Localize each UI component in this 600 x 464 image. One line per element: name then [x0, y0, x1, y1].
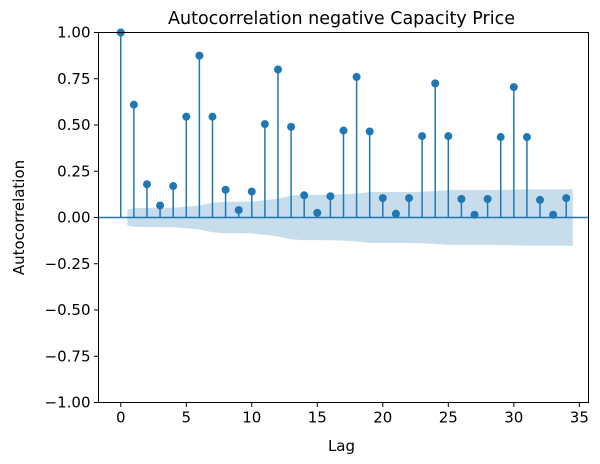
- marker-lag-31: [522, 133, 531, 142]
- marker-lag-7: [208, 112, 217, 121]
- marker-lag-34: [562, 194, 571, 203]
- x-tick-label: 20: [373, 409, 392, 427]
- marker-lag-29: [496, 133, 505, 142]
- y-tick-label: −1.00: [45, 394, 91, 412]
- marker-lag-24: [431, 79, 440, 88]
- y-axis-label: Autocorrelation: [10, 160, 28, 275]
- marker-lag-19: [365, 127, 374, 136]
- marker-lag-21: [391, 209, 400, 218]
- x-tick-label: 30: [504, 409, 523, 427]
- y-tick-label: 0.00: [57, 209, 90, 227]
- x-tick-label: 5: [182, 409, 192, 427]
- x-tick-label: 10: [242, 409, 261, 427]
- x-tick-label: 0: [116, 409, 126, 427]
- marker-lag-8: [221, 185, 230, 194]
- marker-lag-12: [273, 65, 282, 74]
- marker-lag-10: [247, 187, 256, 196]
- y-axis-ticks: −1.00 −0.75 −0.50 −0.25 0.00 0.25 0.50 0.75 1.00: [45, 24, 99, 412]
- y-tick-label: 1.00: [57, 24, 90, 42]
- y-tick-label: −0.25: [45, 255, 91, 273]
- marker-lag-11: [260, 120, 269, 129]
- marker-lag-3: [156, 201, 165, 210]
- y-tick-label: −0.75: [45, 347, 91, 365]
- marker-lag-25: [444, 132, 453, 141]
- y-tick-label: 0.50: [57, 116, 90, 134]
- marker-lag-1: [129, 100, 138, 109]
- x-axis-ticks: 0 5 10 15 20 25 30 35: [116, 402, 589, 427]
- marker-lag-16: [326, 192, 335, 201]
- marker-lag-15: [313, 208, 322, 217]
- marker-lag-9: [234, 206, 243, 215]
- marker-lag-2: [142, 180, 151, 189]
- marker-lag-30: [509, 83, 518, 92]
- marker-lag-20: [378, 194, 387, 203]
- marker-lag-4: [169, 182, 178, 191]
- x-axis-label: Lag: [328, 437, 355, 455]
- y-tick-label: −0.50: [45, 301, 91, 319]
- marker-lag-26: [457, 195, 466, 203]
- marker-lag-22: [405, 194, 414, 203]
- marker-lag-18: [352, 72, 361, 81]
- marker-lag-27: [470, 210, 479, 219]
- y-tick-label: 0.25: [57, 162, 90, 180]
- marker-lag-13: [287, 122, 296, 131]
- x-tick-label: 35: [570, 409, 589, 427]
- marker-lag-33: [549, 210, 558, 219]
- marker-lag-17: [339, 126, 348, 135]
- stem-layer: [120, 32, 567, 218]
- marker-layer: [116, 28, 571, 219]
- marker-lag-14: [300, 191, 309, 200]
- marker-lag-6: [195, 51, 204, 60]
- y-tick-label: 0.75: [57, 70, 90, 88]
- marker-lag-23: [418, 132, 427, 141]
- x-tick-label: 15: [308, 409, 327, 427]
- marker-lag-5: [182, 112, 191, 121]
- marker-lag-32: [536, 195, 545, 204]
- chart-title: Autocorrelation negative Capacity Price: [168, 9, 515, 29]
- x-tick-label: 25: [439, 409, 458, 427]
- marker-lag-28: [483, 195, 492, 203]
